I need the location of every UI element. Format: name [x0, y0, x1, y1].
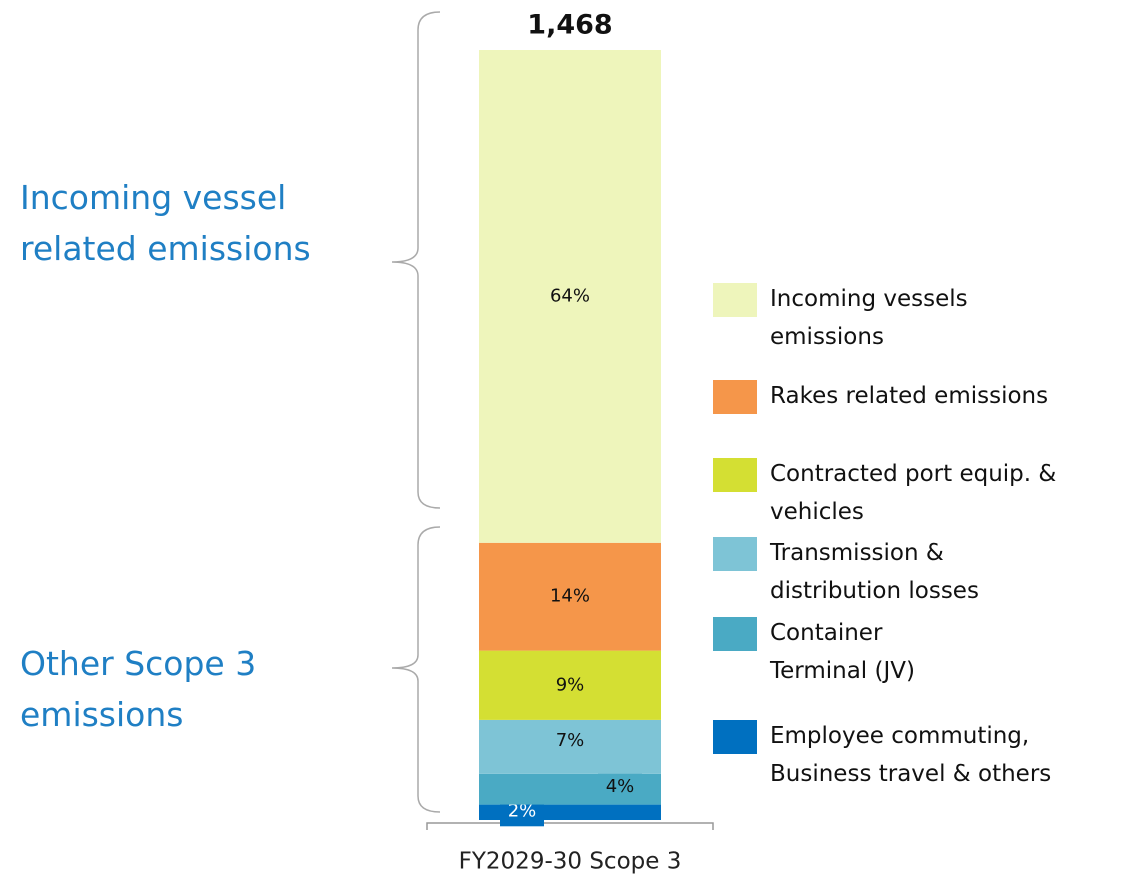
bar-segment [479, 542, 661, 651]
legend-swatch [713, 458, 757, 492]
data-label: 2% [508, 800, 537, 821]
data-label: 7% [556, 730, 585, 751]
legend-swatch [713, 537, 757, 571]
legend-label: Transmission & distribution losses [770, 540, 979, 604]
data-label: 14% [550, 586, 590, 607]
data-label: 4% [606, 776, 635, 797]
brace [391, 11, 441, 509]
brace [391, 526, 441, 813]
bar-segment [479, 50, 661, 543]
legend-swatch [713, 283, 757, 317]
legend-label: Contracted port equip. & vehicles [770, 461, 1057, 525]
annotation: Incoming vessel related emissions [20, 178, 311, 268]
total-label: 1,468 [527, 10, 612, 41]
bar-segment [479, 650, 661, 720]
legend-label: Employee commuting, Business travel & ot… [770, 723, 1052, 787]
legend-label: Container Terminal (JV) [770, 620, 915, 684]
legend-swatch [713, 380, 757, 414]
annotation: Other Scope 3 emissions [20, 644, 257, 734]
label-box [598, 772, 642, 803]
x-tick-label: FY2029-30 Scope 3 [459, 849, 682, 875]
x-axis [426, 822, 714, 830]
legend-label: Rakes related emissions [770, 383, 1049, 409]
legend-swatch [713, 720, 757, 754]
data-label: 9% [556, 674, 585, 695]
bar-segment [479, 719, 661, 774]
legend-label: Incoming vessels emissions [770, 286, 968, 350]
data-label: 64% [550, 285, 590, 306]
legend-swatch [713, 617, 757, 651]
